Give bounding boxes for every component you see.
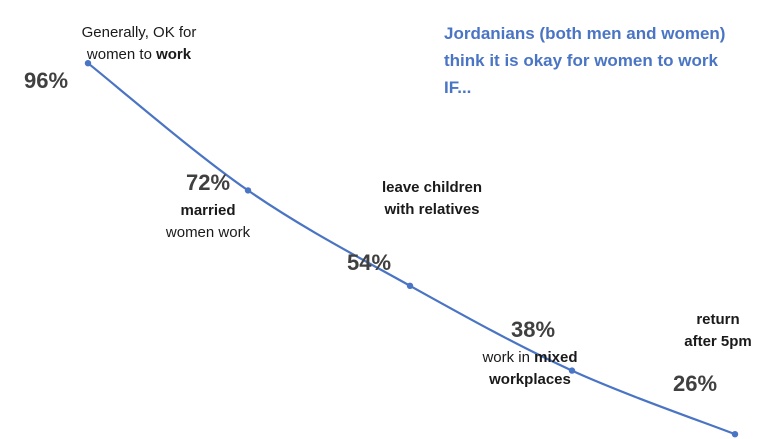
point-captions-group: Generally, OK for women to work married wom… [82,24,752,388]
annotation-line-2: think it is okay for women to work [444,51,718,70]
value-labels-group: 96% 72% 54% 38% 26% [24,68,717,396]
point-caption-4: work in mixed workplaces [481,349,577,388]
point-caption-4-line-1: work in mixed [481,349,577,366]
data-point-3 [406,282,414,289]
value-label-2: 72% [186,170,230,195]
point-caption-2-line-1: married [180,202,235,219]
value-label-4: 38% [511,317,555,342]
point-caption-2-line-2: women work [165,224,251,241]
value-label-1: 96% [24,68,68,93]
point-caption-3-line-2: with relatives [383,201,479,218]
annotation-group: Jordanians (both men and women) think it … [444,24,725,97]
point-caption-5: return after 5pm [684,311,752,350]
data-point-5 [731,431,739,438]
point-caption-1-line-1: Generally, OK for [82,24,197,41]
value-label-5: 26% [673,371,717,396]
point-caption-3-line-1: leave children [382,179,482,196]
point-caption-3: leave children with relatives [382,179,482,218]
data-point-4 [568,367,576,374]
point-caption-5-line-2: after 5pm [684,333,752,350]
annotation-line-3: IF... [444,78,471,97]
data-point-2 [244,187,252,194]
annotation-line-1: Jordanians (both men and women) [444,24,725,43]
value-label-3: 54% [347,250,391,275]
data-points-group [84,60,739,438]
point-caption-1-line-2: women to work [86,46,192,63]
point-caption-1: Generally, OK for women to work [82,24,197,63]
data-point-1 [84,60,92,67]
point-caption-5-line-1: return [696,311,739,328]
series-line-group [87,62,736,436]
point-caption-2: married women work [165,202,251,241]
series-line [87,62,736,436]
point-caption-4-line-2: workplaces [488,371,571,388]
